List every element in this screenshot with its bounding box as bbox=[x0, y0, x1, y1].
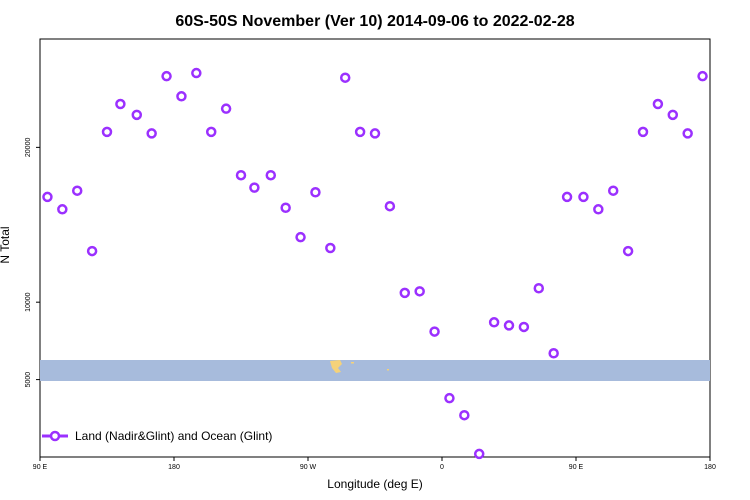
data-point bbox=[146, 128, 157, 139]
data-point bbox=[57, 204, 68, 215]
ocean-band-rect bbox=[40, 360, 710, 381]
data-point bbox=[578, 191, 589, 203]
data-point bbox=[399, 287, 411, 299]
y-axis-label: N Total bbox=[0, 226, 12, 263]
data-point bbox=[339, 72, 351, 83]
data-points bbox=[42, 67, 708, 460]
x-tick-label: 90 W bbox=[300, 464, 317, 471]
data-point bbox=[161, 70, 172, 82]
data-point bbox=[295, 231, 306, 243]
data-point bbox=[429, 326, 440, 337]
x-tick-label: 90 E bbox=[569, 464, 584, 471]
legend: Land (Nadir&Glint) and Ocean (Glint) bbox=[42, 429, 272, 443]
data-point bbox=[86, 245, 98, 257]
data-point bbox=[369, 128, 381, 139]
data-point bbox=[115, 98, 126, 110]
legend-label: Land (Nadir&Glint) and Ocean (Glint) bbox=[75, 429, 272, 443]
data-point bbox=[384, 200, 396, 212]
data-point bbox=[607, 185, 619, 196]
data-point bbox=[235, 169, 247, 181]
land-shape bbox=[387, 369, 389, 371]
data-point bbox=[414, 286, 425, 297]
data-point bbox=[488, 317, 500, 328]
y-tick-label: 20000 bbox=[25, 138, 32, 158]
y-tick-label: 10000 bbox=[25, 292, 32, 312]
data-point bbox=[533, 283, 545, 294]
data-point bbox=[265, 169, 277, 181]
data-point bbox=[561, 191, 573, 203]
data-point bbox=[42, 191, 53, 203]
plot-frame bbox=[39, 38, 711, 458]
data-point bbox=[593, 204, 604, 215]
data-point bbox=[622, 245, 634, 257]
x-tick-label: 180 bbox=[704, 464, 716, 471]
y-tick-label: 5000 bbox=[25, 372, 32, 388]
data-point bbox=[176, 91, 187, 102]
data-point bbox=[191, 67, 202, 79]
data-point bbox=[503, 320, 515, 331]
data-point bbox=[310, 187, 321, 198]
data-point bbox=[131, 109, 143, 121]
data-point bbox=[518, 321, 530, 333]
data-point bbox=[652, 98, 664, 110]
data-point bbox=[459, 409, 470, 421]
data-point bbox=[682, 128, 693, 139]
chart-title: 60S-50S November (Ver 10) 2014-09-06 to … bbox=[175, 13, 574, 30]
land-shape bbox=[330, 360, 342, 373]
land-shape bbox=[351, 362, 354, 364]
data-point bbox=[697, 70, 708, 82]
data-point bbox=[548, 348, 559, 359]
data-point bbox=[667, 109, 679, 121]
x-axis-label: Longitude (deg E) bbox=[327, 477, 422, 491]
x-tick-label: 90 E bbox=[33, 464, 48, 471]
data-point bbox=[637, 126, 649, 138]
ocean-band bbox=[40, 360, 710, 381]
data-point bbox=[220, 103, 232, 114]
data-point bbox=[473, 448, 485, 460]
data-point bbox=[444, 392, 455, 404]
data-point bbox=[354, 126, 366, 138]
data-point bbox=[71, 185, 83, 196]
x-tick-label: 0 bbox=[440, 464, 444, 471]
data-point bbox=[205, 126, 217, 138]
data-point bbox=[325, 242, 336, 254]
data-point bbox=[249, 182, 260, 193]
data-point bbox=[101, 126, 113, 138]
x-tick-label: 180 bbox=[168, 464, 180, 471]
data-point bbox=[280, 202, 291, 213]
axis-ticks: 90 E 180 90 W 0 90 E 180 5000 10000 20000 bbox=[25, 138, 716, 471]
legend-marker bbox=[49, 430, 61, 442]
